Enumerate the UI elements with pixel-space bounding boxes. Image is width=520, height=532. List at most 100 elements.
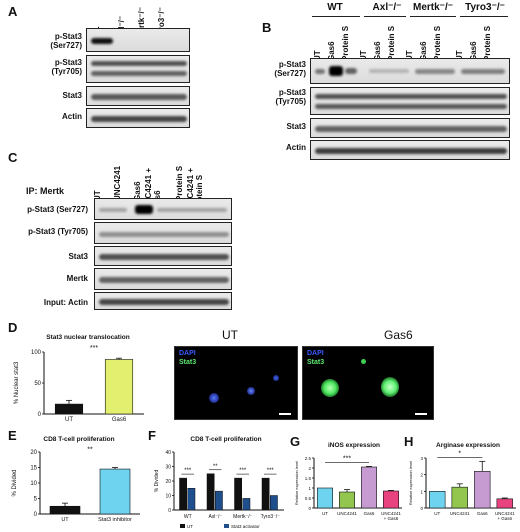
panel-c-blot-strip-5 — [94, 292, 232, 310]
chart-g-xtick-label: UT — [322, 511, 328, 516]
chart-h-sig-label: * — [458, 450, 461, 457]
chart-f: 0 10 20 30 40 % Divided WT *** Axl⁻/⁻ ** Mertk⁻/⁻ *… — [154, 450, 284, 529]
chart-h-xtick-label: + Gas6 — [497, 516, 512, 521]
chart-d-xtick-label: UT — [65, 417, 73, 423]
panel-c-lane-2: UNC4241 — [113, 165, 122, 201]
chart-f-bar — [215, 490, 223, 511]
chart-f-ytick-label: 0 — [168, 508, 171, 514]
panel-label-g: G — [290, 434, 301, 449]
micro-ut-stat3-label: Stat3 — [179, 359, 197, 366]
panel-a-blot-strip-1 — [86, 28, 190, 52]
chart-g-ytick-label: 2.5 — [305, 456, 312, 461]
chart-g-ytick-label: 0.5 — [305, 496, 312, 501]
chart-f-ylabel: % Divided — [154, 470, 160, 493]
chart-g-xtick-label: + Gas6 — [384, 516, 399, 521]
chart-f-sig-label: *** — [184, 468, 192, 474]
chart-g-sig-label: *** — [343, 455, 351, 462]
panel-label-b: B — [262, 20, 272, 35]
panel-c-row-ptyr: p-Stat3 (Tyr705) — [28, 227, 88, 236]
chart-h-ytick-label: 2 — [420, 473, 423, 478]
chart-h-ytick-label: 0 — [420, 506, 423, 511]
panel-c-blot-strip-3 — [94, 246, 232, 266]
panel-b-group-wt: WT — [327, 2, 343, 13]
cell-gas6-1 — [321, 379, 339, 397]
chart-f-legend-label: Stat3 activator — [231, 524, 260, 529]
panel-label-d: D — [8, 320, 18, 335]
chart-g-ytick-label: 2 — [308, 466, 311, 471]
chart-f-legend-swatch — [180, 524, 185, 528]
panel-c-row-actin: Input: Actin — [43, 298, 88, 307]
chart-d-ytick-label: 50 — [34, 381, 41, 387]
panel-c-lane-5: Protein S — [175, 165, 184, 201]
cell-gas6-3 — [361, 359, 366, 364]
chart-e-xtick-label: UT — [61, 517, 69, 523]
chart-g-xtick-label: UNC4241 — [337, 511, 357, 516]
chart-f-bar — [179, 477, 187, 511]
chart-f-bar — [270, 495, 278, 511]
chart-g-xtick-label: UNC4241 — [381, 511, 401, 516]
chart-d-title: Stat3 nuclear translocation — [46, 334, 130, 341]
micro-gas6-dapi-label: DAPI — [307, 350, 324, 357]
chart-g: 0 0.5 1 1.5 2 2.5 Relative expression level UT U… — [294, 455, 402, 521]
chart-f-legend-swatch — [224, 524, 229, 528]
chart-d-ytick-label: 100 — [31, 350, 42, 356]
chart-g-ytick-label: 1 — [308, 486, 311, 491]
chart-f-ytick-label: 20 — [165, 479, 171, 485]
panel-a-blot-strip-2 — [86, 55, 190, 83]
panel-b-lane-12: Protein S — [483, 25, 492, 61]
panel-b-row-actin: Actin — [286, 143, 306, 152]
panel-b-blot-strip-2 — [310, 87, 510, 115]
chart-f-bar — [187, 488, 196, 511]
chart-d-ylabel: % Nuclear stat3 — [14, 361, 20, 404]
panel-b-group-mertk: Mertk⁻/⁻ — [412, 2, 453, 13]
chart-f-bar — [206, 473, 215, 511]
chart-h-ylabel: Relative expression level — [408, 461, 413, 505]
cell-ut-1 — [209, 393, 219, 403]
chart-h: 0 1 2 3 Relative expression level UT UNC4241 Ga… — [408, 450, 516, 521]
panel-a-row-ptyr: p-Stat3 (Tyr705) — [51, 58, 82, 76]
chart-f-bar — [261, 477, 270, 511]
chart-f-bar — [234, 477, 242, 511]
chart-d-sig-label: *** — [90, 345, 98, 352]
scale-bar-ut — [279, 413, 291, 415]
panel-a-row-stat3: Stat3 — [62, 91, 82, 100]
chart-f-title: CD8 T-cell proliferation — [190, 436, 262, 443]
panel-a-row-actin: Actin — [62, 112, 82, 121]
chart-d-xtick-label: Gas6 — [112, 417, 127, 423]
chart-f-ytick-label: 40 — [165, 450, 171, 456]
chart-e-xtick-label: Stat3 inhibitor — [98, 517, 132, 523]
chart-f-sig-label: *** — [267, 468, 275, 474]
chart-g-bar — [338, 491, 355, 509]
panel-b-row-stat3: Stat3 — [286, 122, 306, 131]
cell-gas6-2 — [381, 377, 399, 397]
panel-c-row-mertk: Mertk — [66, 274, 88, 283]
chart-g-xtick-label: Gas6 — [364, 511, 375, 516]
chart-h-xtick-label: UNC4241 — [450, 511, 470, 516]
chart-f-legend-label: UT — [187, 524, 193, 529]
chart-g-ylabel: Relative expression level — [294, 461, 299, 505]
panel-c-blot-strip-2 — [94, 222, 232, 244]
chart-h-xtick-label: Gas6 — [477, 511, 488, 516]
panel-c-row-stat3: Stat3 — [68, 252, 88, 261]
chart-d-bar — [104, 359, 134, 415]
micro-gas6-stat3-label: Stat3 — [307, 359, 325, 366]
chart-h-ytick-label: 1 — [420, 489, 423, 494]
chart-h-xtick-label: UNC4241 — [495, 511, 515, 516]
chart-e-title: CD8 T-cell proliferation — [43, 436, 115, 443]
scale-bar-gas6 — [415, 413, 427, 415]
micro-ut-dapi-label: DAPI — [179, 350, 196, 357]
chart-h-title: Arginase expression — [436, 442, 500, 449]
chart-h-bar — [429, 491, 446, 509]
chart-g-bar — [383, 490, 400, 509]
panel-b-group-axl: Axl⁻/⁻ — [372, 2, 402, 13]
chart-e-ytick-label: 10 — [30, 481, 37, 487]
panel-label-h: H — [404, 434, 414, 449]
chart-e-ytick-label: 0 — [34, 512, 38, 518]
chart-h-bar — [451, 486, 468, 509]
chart-f-xtick-label: Mertk⁻/⁻ — [233, 514, 253, 520]
panel-b-blot-strip-1 — [310, 58, 510, 84]
panel-c-blot-strip-1 — [94, 198, 232, 220]
chart-e-ytick-label: 20 — [30, 450, 37, 456]
panel-label-e: E — [8, 428, 17, 443]
panel-a-row-pser: p-Stat3 (Ser727) — [50, 32, 82, 50]
